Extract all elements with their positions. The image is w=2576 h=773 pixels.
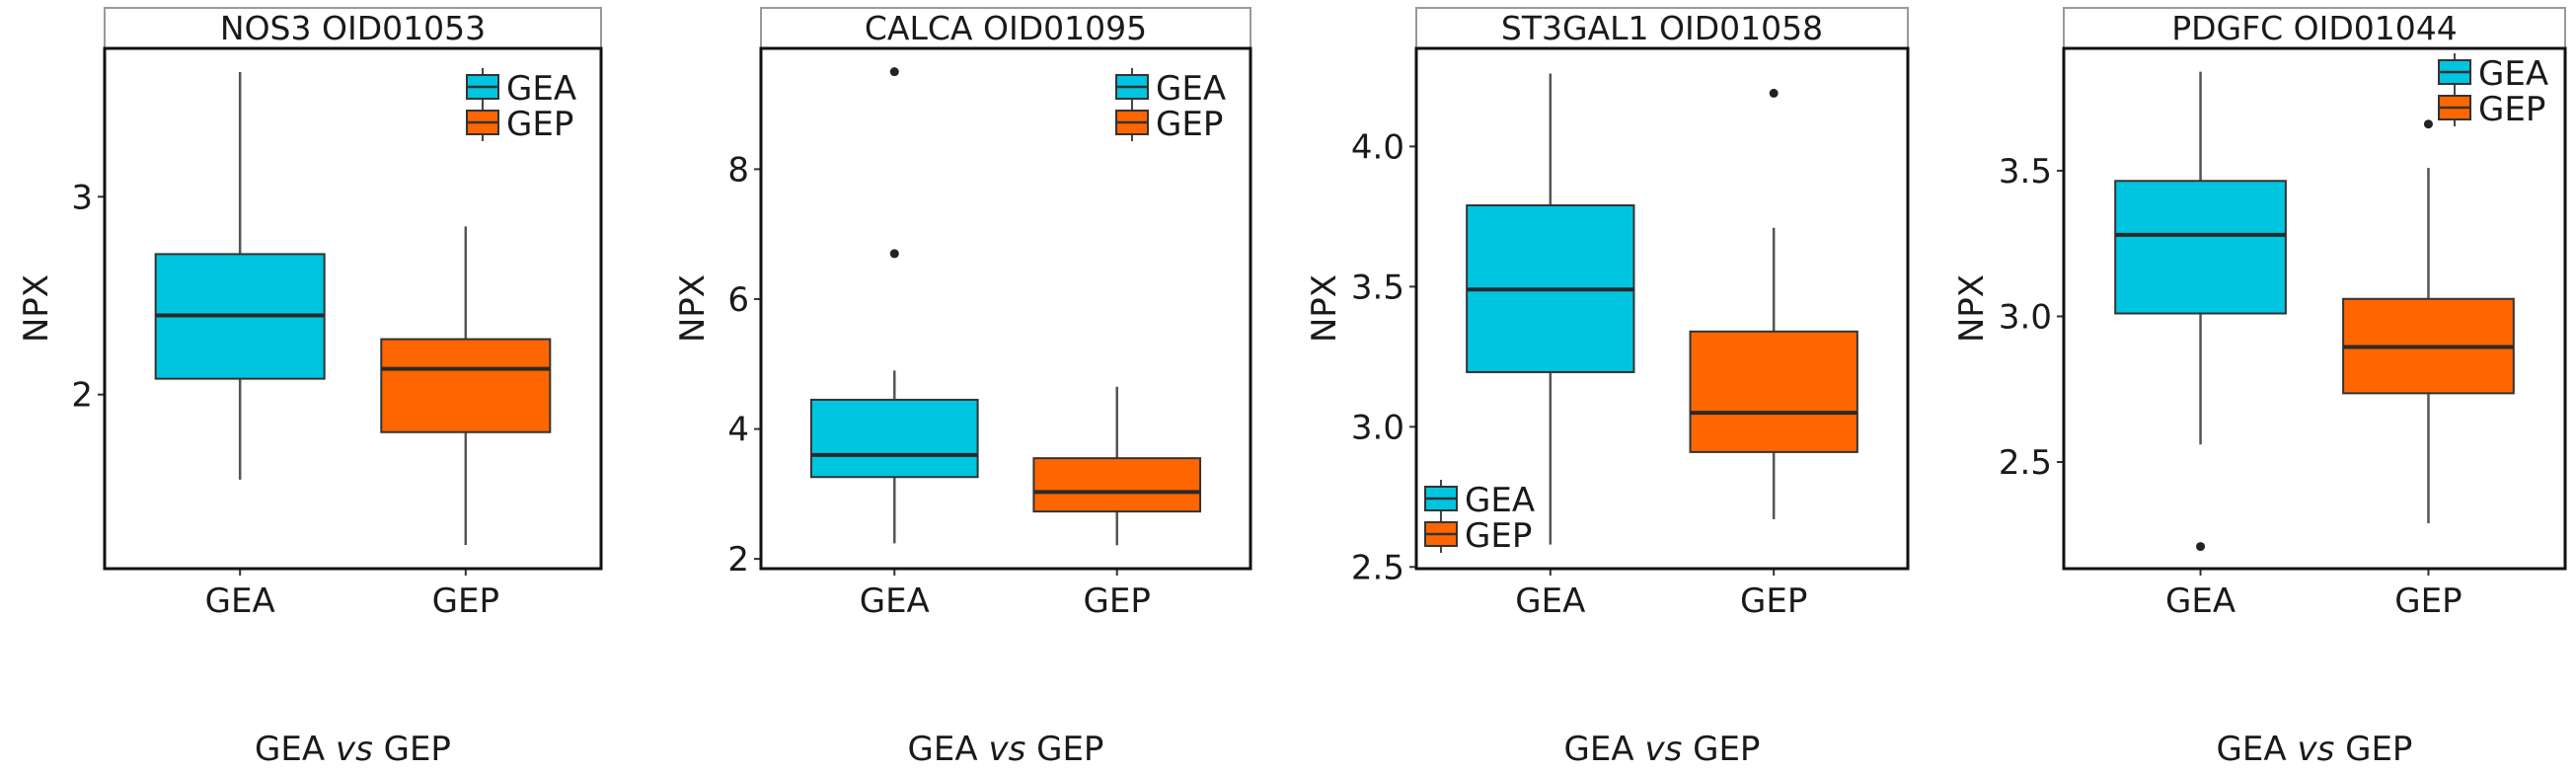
y-tick-label: 8 (727, 150, 749, 190)
y-tick-label: 3.0 (1999, 297, 2052, 337)
x-tick-label: GEP (1740, 581, 1807, 621)
legend-label: GEA (1465, 481, 1535, 520)
y-axis-label: NPX (17, 274, 56, 343)
facet-title: CALCA OID01095 (865, 9, 1147, 47)
legend-label: GEP (1465, 516, 1532, 556)
plot-frame (759, 46, 1252, 571)
facet-strip (760, 7, 1251, 49)
box-GEA (2114, 71, 2287, 552)
legend-key-GEA (466, 68, 499, 106)
legend-label: GEP (2478, 90, 2545, 129)
legend-label: GEA (1156, 69, 1226, 109)
y-tick-label: 4.0 (1351, 127, 1404, 167)
box-iqr (2114, 180, 2287, 315)
x-tick-label: GEP (1084, 581, 1151, 621)
facet-strip (1415, 7, 1909, 49)
y-tick-label: 3.5 (1999, 152, 2052, 192)
box-GEP (380, 226, 552, 545)
box-iqr (1032, 457, 1202, 513)
legend-key-GEP (1115, 104, 1149, 141)
x-axis-label: GEA vs GEP (908, 730, 1104, 768)
x-axis-label-part: GEP (1025, 730, 1103, 768)
y-tick-label: 3.5 (1351, 268, 1404, 307)
outlier-point (889, 67, 899, 77)
x-tick-label: GEP (432, 581, 499, 621)
plot-frame (2062, 46, 2567, 571)
facet-title: PDGFC OID01044 (2171, 9, 2458, 47)
legend-key-GEP (2438, 89, 2471, 126)
x-axis-label-part: vs (2297, 730, 2334, 768)
x-tick-label: GEA (1515, 581, 1585, 621)
y-tick-label: 2 (727, 540, 749, 580)
x-axis-label-part: GEA (1564, 730, 1645, 768)
y-tick-label: 6 (727, 280, 749, 320)
x-tick-label: GEA (205, 581, 275, 621)
x-axis-label-part: GEA (255, 730, 336, 768)
x-axis-label-part: GEA (2217, 730, 2298, 768)
x-axis-label-part: GEA (908, 730, 989, 768)
legend-key-GEP (1424, 515, 1458, 553)
facet-title: ST3GAL1 OID01058 (1501, 9, 1823, 47)
x-axis-label-part: vs (336, 730, 373, 768)
x-axis-label-part: GEP (2334, 730, 2412, 768)
box-GEP (1689, 88, 1858, 520)
y-axis-label: NPX (1305, 274, 1344, 343)
outlier-point (889, 249, 899, 259)
x-axis-label: GEA vs GEP (1564, 730, 1761, 768)
x-axis-label: GEA vs GEP (2217, 730, 2413, 768)
y-tick-label: 2.5 (1999, 443, 2052, 483)
legend-key-GEA (1424, 480, 1458, 517)
legend-key-GEA (2438, 53, 2471, 91)
x-axis-label-part: vs (988, 730, 1025, 768)
y-axis-label: NPX (673, 274, 713, 343)
box-GEP (1032, 386, 1202, 546)
x-tick-label: GEA (860, 581, 930, 621)
facet-strip (2063, 7, 2566, 49)
legend-key-GEP (466, 104, 499, 141)
plot-frame (1414, 46, 1910, 571)
box-iqr (1689, 330, 1858, 453)
box-GEA (809, 67, 979, 544)
box-GEP (2342, 119, 2515, 523)
x-axis-label: GEA vs GEP (255, 730, 451, 768)
x-axis-label-part: vs (1644, 730, 1682, 768)
legend-key-GEA (1115, 68, 1149, 106)
outlier-point (2423, 119, 2433, 129)
box-GEA (1466, 73, 1635, 545)
legend-label: GEP (506, 105, 573, 144)
legend-label: GEA (506, 69, 576, 109)
legend-label: GEA (2478, 54, 2548, 94)
y-axis-label: NPX (1952, 274, 1992, 343)
facet-strip (104, 7, 602, 49)
legend-label: GEP (1156, 105, 1223, 144)
plot-frame (103, 46, 603, 571)
outlier-point (2196, 542, 2206, 552)
x-tick-label: GEA (2165, 581, 2235, 621)
x-tick-label: GEP (2394, 581, 2462, 621)
box-iqr (380, 338, 552, 433)
box-GEA (154, 72, 326, 480)
y-tick-label: 2.5 (1351, 548, 1404, 587)
y-tick-label: 3 (71, 178, 93, 217)
y-tick-label: 3.0 (1351, 408, 1404, 447)
y-tick-label: 2 (71, 376, 93, 416)
facet-title: NOS3 OID01053 (220, 9, 486, 47)
x-axis-label-part: GEP (373, 730, 451, 768)
y-tick-label: 4 (727, 411, 749, 450)
x-axis-label-part: GEP (1682, 730, 1760, 768)
box-iqr (809, 398, 979, 479)
outlier-point (1769, 88, 1779, 98)
